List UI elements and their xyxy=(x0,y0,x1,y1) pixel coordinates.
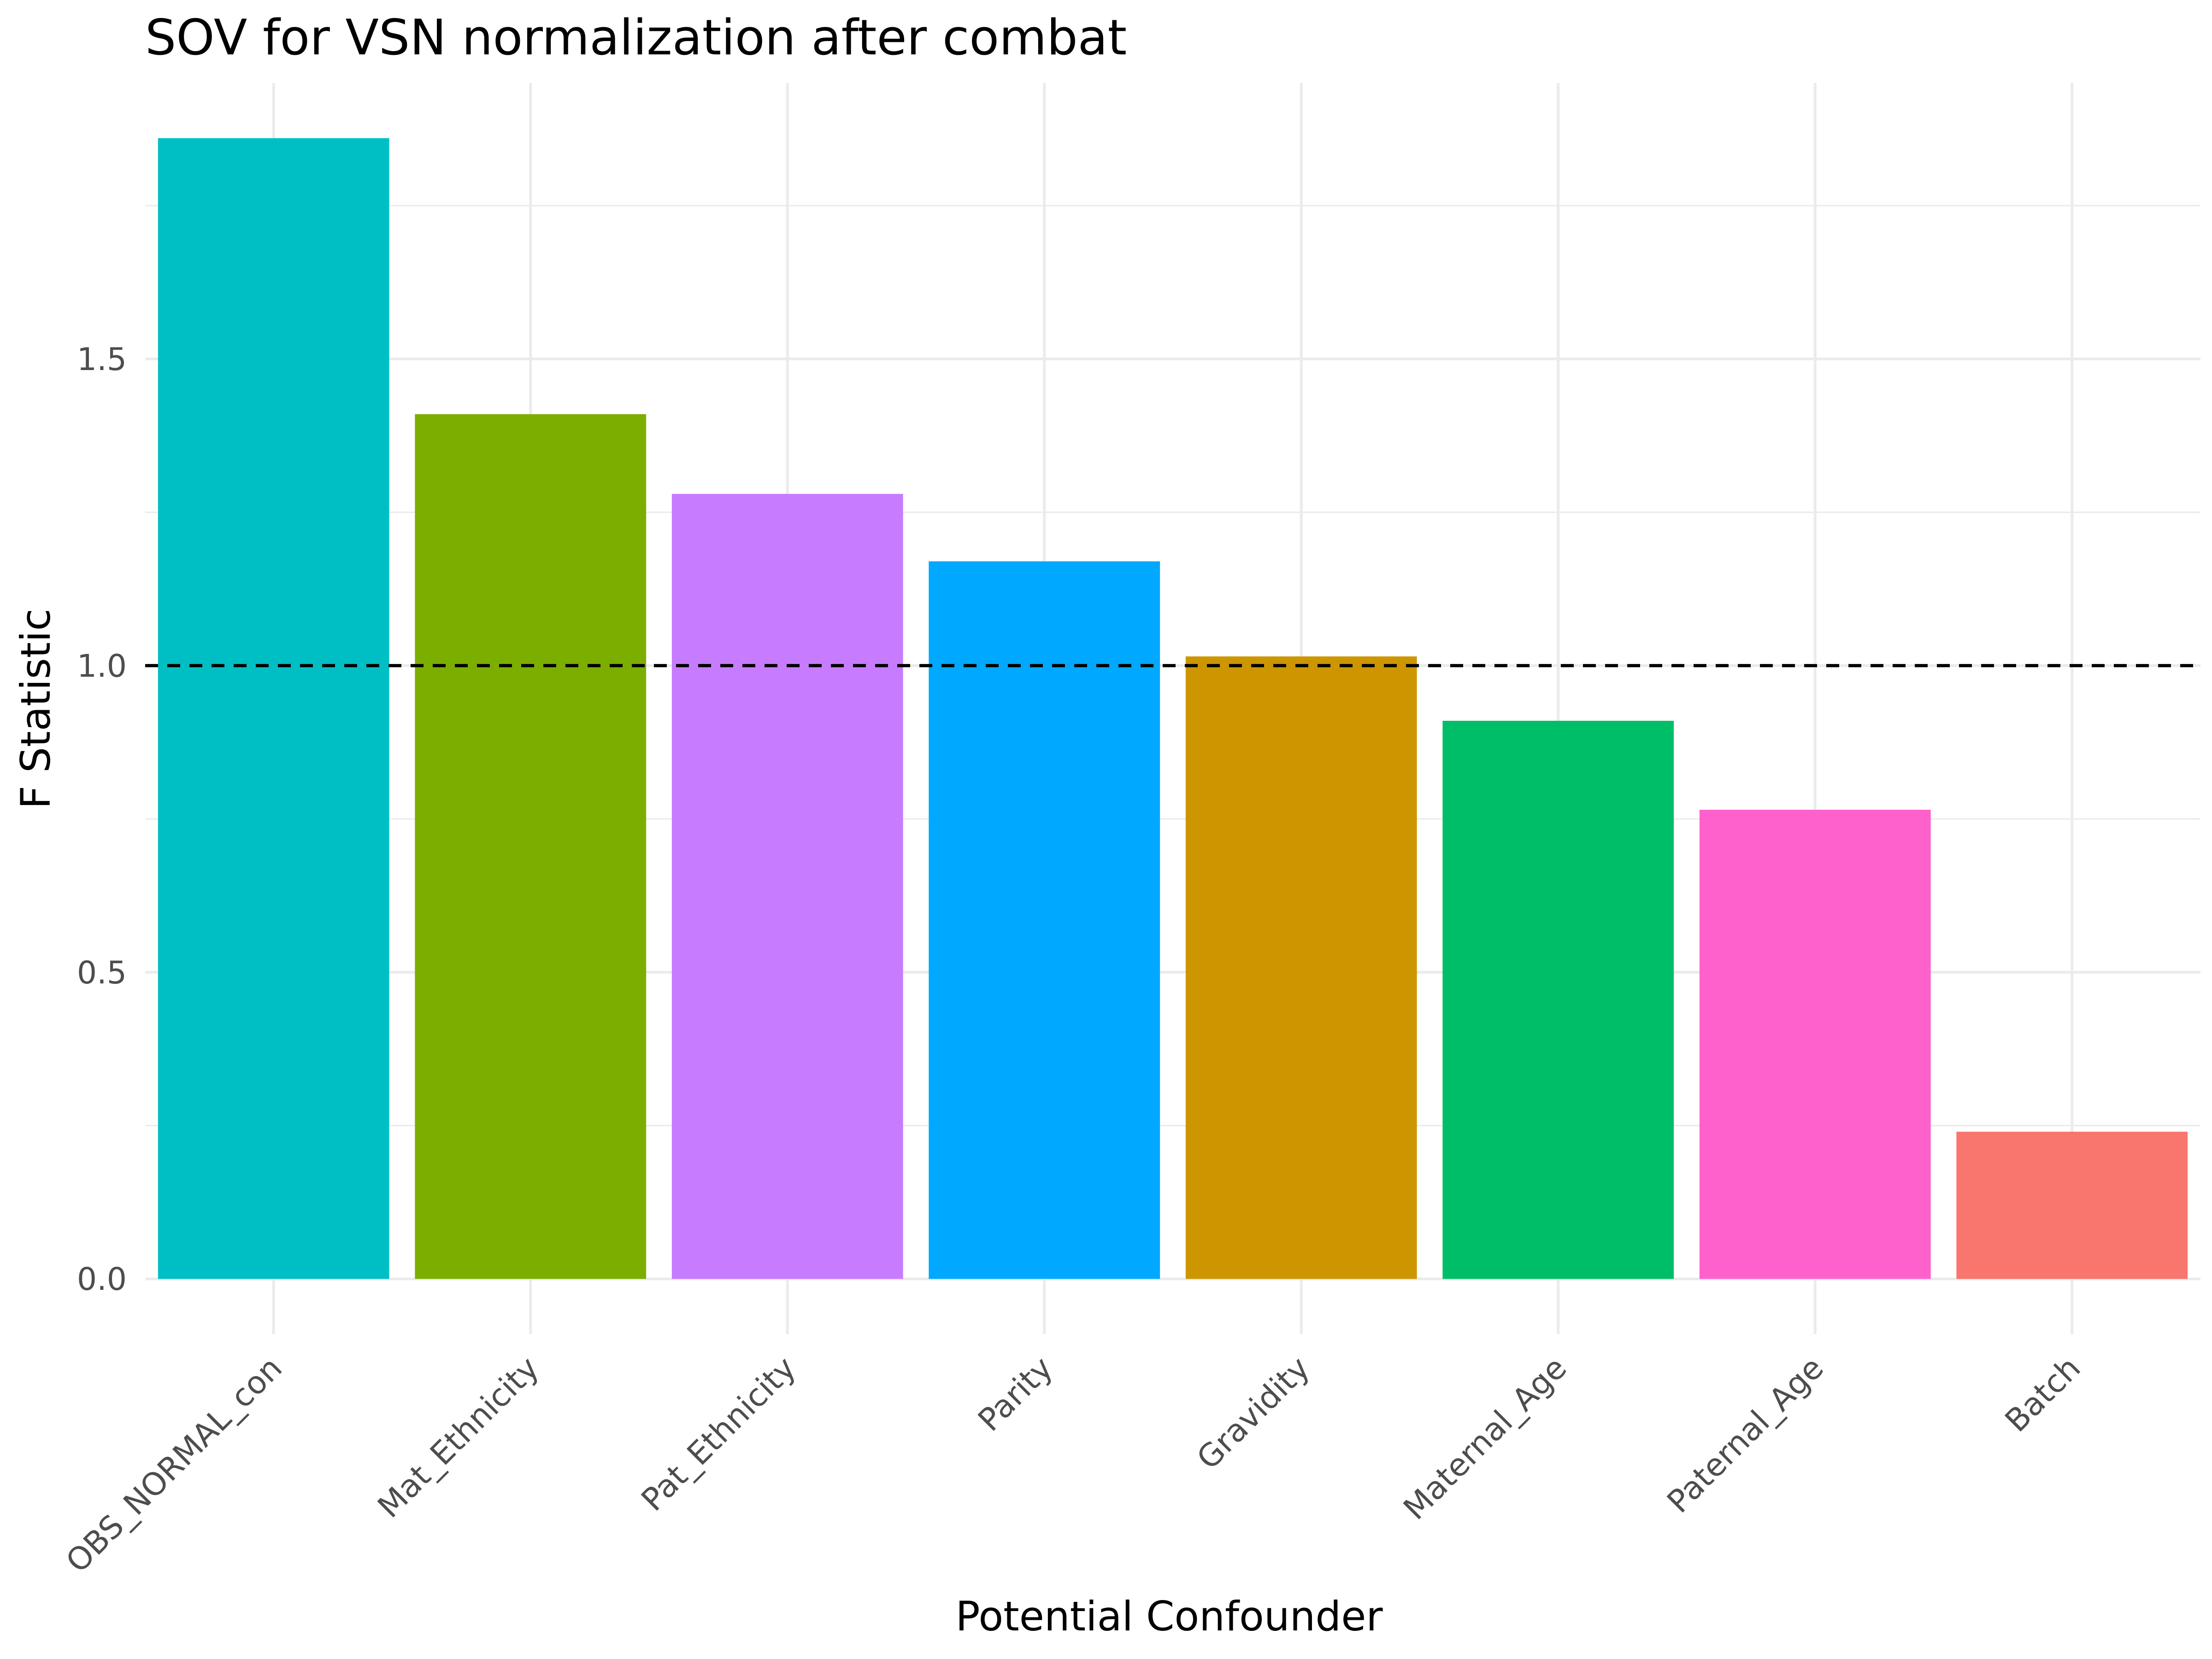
bar-parity xyxy=(929,561,1160,1279)
bar-maternal-age xyxy=(1442,721,1674,1279)
y-tick-label: 0.0 xyxy=(77,1261,127,1298)
y-tick-label: 1.0 xyxy=(77,648,127,684)
bar-mat-ethnicity xyxy=(415,414,647,1279)
y-tick-label: 0.5 xyxy=(77,955,127,991)
y-axis-title: F Statistic xyxy=(12,608,59,809)
bar-gravidity xyxy=(1185,656,1417,1279)
bar-batch xyxy=(1956,1131,2188,1279)
bar-obs-normal-con xyxy=(158,138,389,1279)
bar-paternal-age xyxy=(1699,810,1931,1279)
bar-pat-ethnicity xyxy=(671,494,903,1279)
y-tick-label: 1.5 xyxy=(77,341,127,378)
x-axis-title: Potential Confounder xyxy=(955,1593,1383,1640)
bars xyxy=(158,138,2188,1279)
y-axis-ticks: 0.0 0.5 1.0 1.5 xyxy=(77,341,127,1298)
chart-title: SOV for VSN normalization after combat xyxy=(145,9,1127,66)
